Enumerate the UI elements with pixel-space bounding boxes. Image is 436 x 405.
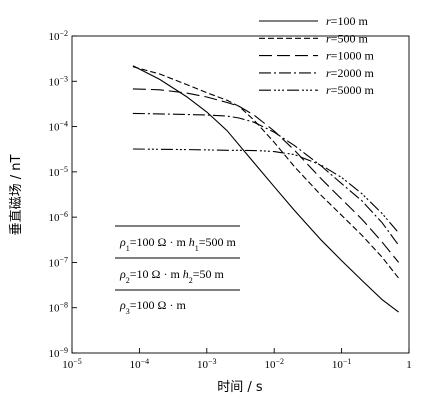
y-tick-label: 10−2 [48,29,68,44]
legend-label-3: r=1000 m [326,49,374,63]
series-line-5 [132,148,400,234]
x-tick-label: 10−4 [130,357,150,372]
y-axis-ticks: 10−2 10−3 10−4 10−5 10−6 10−7 10−8 10−9 [48,29,77,361]
legend-label-2: r=500 m [326,31,368,45]
layer-model-annotation: ρ1=100 Ω · m h1=500 m ρ2=10 Ω · m h2=50 m… [115,225,240,316]
legend: r=100 m r=500 m r=1000 m r=2000 m r=5000 m [259,14,374,97]
y-tick-label: 10−7 [48,255,68,270]
layer-label-2: ρ2=10 Ω · m h2=50 m [119,267,225,285]
series-line-1 [132,65,399,313]
legend-label-1: r=100 m [326,14,368,28]
y-tick-label: 10−6 [48,210,68,225]
legend-label-5: r=5000 m [326,83,374,97]
plot-frame [71,35,410,354]
y-tick-label: 10−5 [48,164,68,179]
x-tick-label: 1 [406,359,412,371]
y-tick-label: 10−8 [48,300,68,315]
legend-label-4: r=2000 m [326,66,374,80]
layer-label-1: ρ1=100 Ω · m h1=500 m [119,235,237,253]
y-tick-label: 10−4 [48,119,68,134]
x-tick-label: 10−2 [264,357,284,372]
y-axis-title: 垂直磁场 / nT [9,155,24,236]
x-tick-label: 10−3 [197,357,217,372]
series-line-3 [132,88,400,263]
y-tick-label: 10−9 [48,346,68,361]
x-tick-label: 10−5 [62,357,82,372]
series-line-4 [132,112,400,246]
x-axis-title: 时间 / s [217,380,263,395]
x-axis-ticks: 10−5 10−4 10−3 10−2 10−1 1 [62,348,412,371]
layer-label-3: ρ3=100 Ω · m [119,298,186,316]
series-lines [132,65,400,313]
series-line-2 [132,66,400,279]
x-tick-label: 10−1 [332,357,352,372]
y-tick-label: 10−3 [48,74,68,89]
